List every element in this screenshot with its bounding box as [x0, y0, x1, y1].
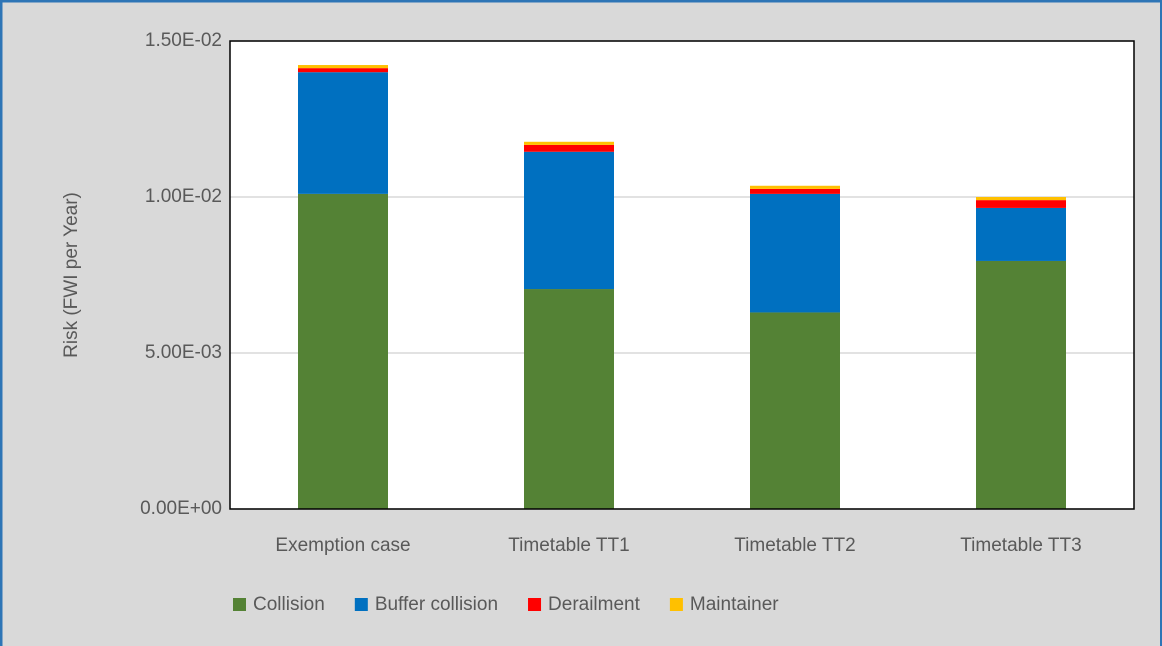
plot-border — [229, 40, 1135, 510]
legend-label: Maintainer — [690, 594, 779, 615]
bar-segment — [750, 193, 840, 313]
bar-segment — [976, 260, 1066, 509]
bar-segment — [524, 289, 614, 509]
x-tick-label: Timetable TT2 — [734, 535, 855, 556]
y-tick-label: 1.00E-02 — [145, 186, 222, 207]
legend-label: Buffer collision — [375, 594, 498, 615]
bar-segment — [298, 65, 388, 69]
legend-label: Collision — [253, 594, 325, 615]
y-tick-label: 1.50E-02 — [145, 30, 222, 51]
bar-segment — [976, 207, 1066, 261]
y-tick-label: 0.00E+00 — [140, 498, 222, 519]
bar-segment — [976, 200, 1066, 208]
bar-segment — [750, 185, 840, 189]
bar-segment — [524, 151, 614, 290]
bar-segment — [976, 197, 1066, 201]
legend-swatch — [354, 598, 368, 611]
bar-segment — [298, 193, 388, 509]
bar-segment — [524, 141, 614, 145]
x-tick-label: Timetable TT1 — [508, 535, 629, 556]
legend-swatch — [669, 598, 683, 611]
y-axis-title: Risk (FWI per Year) — [61, 192, 82, 358]
x-tick-label: Timetable TT3 — [960, 535, 1081, 556]
legend-label: Derailment — [548, 594, 641, 615]
bar-segment — [750, 188, 840, 194]
x-tick-label: Exemption case — [275, 535, 410, 556]
legend-swatch — [528, 598, 542, 611]
bar-segment — [524, 144, 614, 152]
bar-segment — [298, 68, 388, 73]
legend-swatch — [233, 598, 246, 611]
bar-segment — [298, 72, 388, 194]
y-tick-label: 5.00E-03 — [145, 342, 222, 363]
bar-segment — [750, 312, 840, 509]
